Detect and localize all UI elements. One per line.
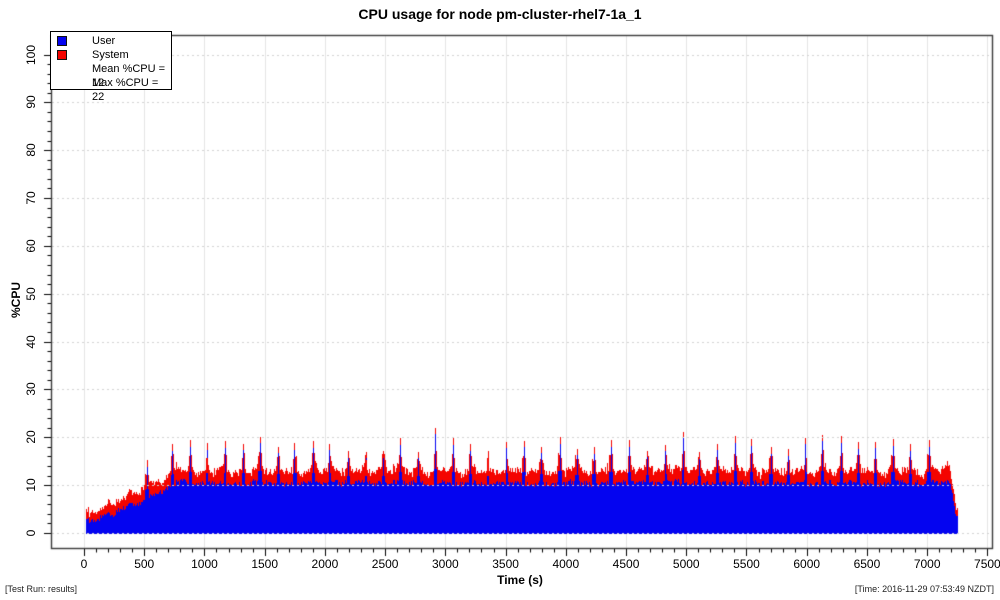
chart-page: CPU usage for node pm-cluster-rhel7-1a_1… xyxy=(0,0,1000,600)
plot-canvas xyxy=(0,0,1000,600)
